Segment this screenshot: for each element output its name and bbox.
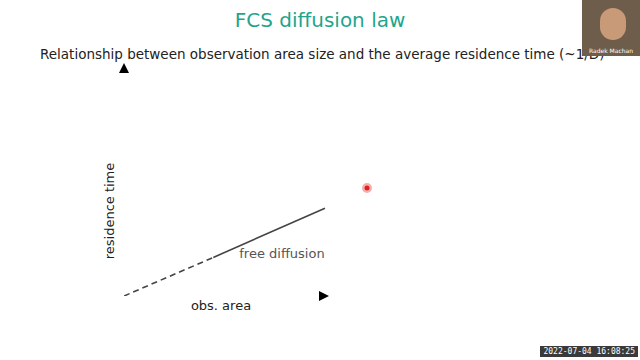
- html-text:obs. area: obs. area: [190, 298, 252, 313]
- html-text:2022-07-04 16:08:25: 2022-07-04 16:08:25: [543, 347, 635, 356]
- html-text:residence time: residence time: [102, 162, 117, 260]
- svg-text:free diffusion: free diffusion: [239, 246, 324, 261]
- html-text:FCS diffusion law: FCS diffusion law: [234, 8, 406, 32]
- html-text:Radek Machan: Radek Machan: [589, 47, 633, 54]
- html-text:Relationship between observati: Relationship between observation area si…: [40, 46, 605, 62]
